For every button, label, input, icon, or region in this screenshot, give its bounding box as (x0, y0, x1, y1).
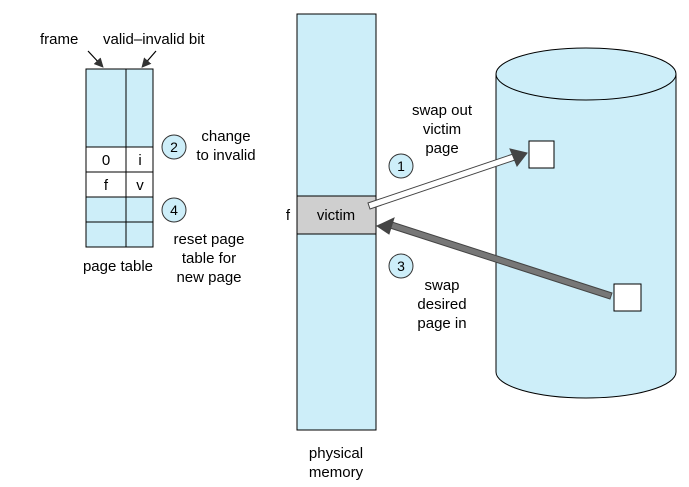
step-2-number: 2 (170, 139, 178, 155)
physical-memory-label-1: physical (309, 445, 363, 462)
step-1-line-2: victim (423, 121, 461, 138)
step-2-circle (161, 134, 187, 160)
step-4-circle (161, 197, 187, 223)
page-table: 0 i f v (85, 68, 154, 248)
step-3-number: 3 (397, 258, 405, 274)
disk-body (495, 74, 677, 399)
page-table-row-1 (85, 171, 154, 198)
step-1-line-3: page (425, 140, 458, 157)
step-2-line-1: change (201, 128, 250, 145)
frame-f-label: f (286, 207, 291, 224)
desired-page-on-disk (613, 283, 642, 312)
page-table-row-0 (85, 146, 154, 173)
frame-label: frame (40, 31, 78, 48)
step-2-line-2: to invalid (196, 147, 255, 164)
step-4: 4 reset page table for new page (161, 197, 245, 286)
step-3-line-1: swap (424, 277, 459, 294)
step-3-line-3: page in (417, 315, 466, 332)
victim-label: victim (317, 207, 355, 224)
swap-in-arrow (375, 217, 613, 300)
physical-memory-label-2: memory (309, 464, 364, 481)
bit-pointer-arrow (141, 50, 157, 68)
page-table-row-0-frame: 0 (102, 152, 110, 169)
step-2: 2 change to invalid (161, 128, 256, 164)
disk-top (495, 47, 677, 101)
step-3-circle (388, 253, 414, 279)
page-table-row-1-bit: v (136, 177, 144, 194)
step-3: 3 swap desired page in (388, 253, 467, 332)
step-4-line-1: reset page (174, 231, 245, 248)
step-4-line-2: table for (182, 250, 236, 267)
frame-pointer-arrow (87, 50, 104, 68)
step-1-line-1: swap out (412, 102, 473, 119)
step-1-number: 1 (397, 158, 405, 174)
step-4-line-3: new page (176, 269, 241, 286)
page-table-label: page table (83, 258, 153, 275)
victim-frame (296, 195, 377, 235)
valid-invalid-bit-label: valid–invalid bit (103, 31, 206, 48)
physical-memory: victim f (286, 13, 377, 431)
victim-page-on-disk (528, 140, 555, 169)
step-1: 1 swap out victim page (388, 102, 473, 179)
step-4-number: 4 (170, 202, 178, 218)
step-3-line-2: desired (417, 296, 466, 313)
step-1-circle (388, 153, 414, 179)
page-table-row-0-bit: i (138, 152, 141, 169)
backing-store-disk (495, 47, 677, 399)
page-table-row-1-frame: f (104, 177, 109, 194)
swap-out-arrow (367, 148, 528, 210)
